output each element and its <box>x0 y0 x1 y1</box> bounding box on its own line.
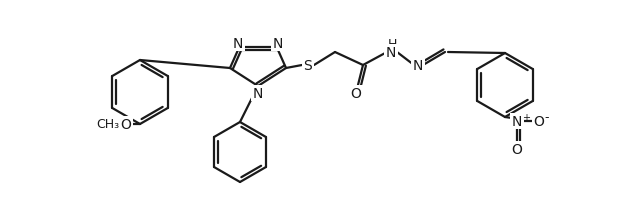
Text: CH₃: CH₃ <box>97 118 120 131</box>
Text: -: - <box>545 111 549 124</box>
Text: N: N <box>233 37 243 51</box>
Text: O: O <box>120 117 131 131</box>
Text: O: O <box>351 87 362 100</box>
Text: N: N <box>413 59 423 73</box>
Text: N: N <box>273 37 283 51</box>
Text: H: H <box>387 38 397 51</box>
Text: N: N <box>512 114 522 128</box>
Text: O: O <box>511 142 522 156</box>
Text: N: N <box>386 46 396 60</box>
Text: N: N <box>253 87 263 100</box>
Text: O: O <box>534 114 545 128</box>
Text: +: + <box>522 112 530 122</box>
Text: S: S <box>303 59 312 73</box>
